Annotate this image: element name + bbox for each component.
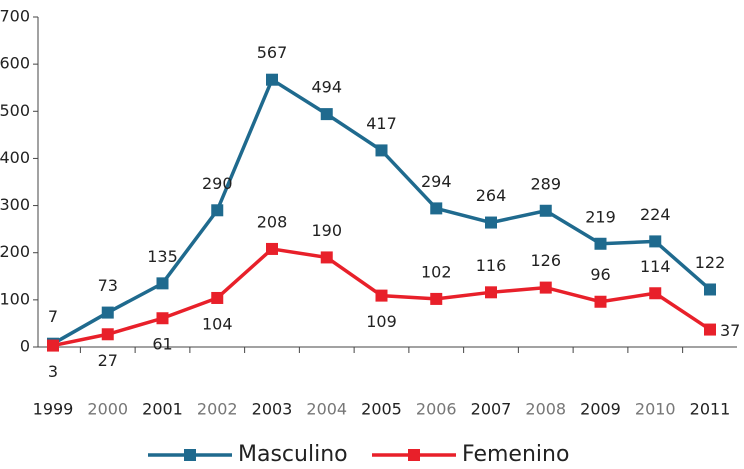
point-marker [211,204,224,217]
point-marker [101,328,114,341]
point-marker [266,242,278,255]
x-tick-label: 2010 [635,400,676,419]
data-label: 417 [366,114,397,133]
point-marker [375,289,388,302]
point-marker [156,312,169,325]
data-label: 224 [640,205,671,224]
x-tick-label: 2005 [361,400,402,419]
x-tick-label: 2007 [471,400,512,419]
legend-text: Masculino [238,442,348,467]
data-label: 3 [48,362,58,381]
data-label: 294 [421,172,452,191]
x-tick-label: 2001 [142,400,183,419]
y-tick-label: 300 [0,195,30,214]
legend-marker [408,449,420,461]
point-marker [47,339,59,352]
x-tick-label: 2004 [306,400,347,419]
data-label: 567 [257,43,288,62]
data-label: 135 [147,247,178,266]
data-label: 290 [202,174,233,193]
point-marker [320,251,333,264]
point-marker [649,287,662,300]
y-tick-label: 200 [0,242,30,261]
legend-text: Femenino [462,442,569,467]
y-tick-label: 500 [0,101,30,120]
data-label: 126 [530,251,561,270]
data-label: 122 [695,253,726,272]
data-label: 96 [590,265,610,284]
data-label: 208 [257,212,288,231]
data-label: 102 [421,262,452,281]
y-tick-label: 400 [0,148,30,167]
data-label: 27 [98,351,118,370]
x-tick-label: 1999 [33,400,74,419]
data-label: 61 [152,335,172,354]
x-tick-label: 2002 [197,400,238,419]
point-marker [375,144,388,157]
data-label: 219 [585,207,616,226]
data-label: 104 [202,314,233,333]
point-marker [704,283,716,296]
point-marker [211,291,224,304]
x-tick-label: 2003 [252,400,293,419]
data-label: 264 [476,186,507,205]
point-marker [430,292,443,305]
point-marker [156,277,169,290]
point-marker [594,237,607,250]
x-tick-label: 2000 [87,400,128,419]
point-marker [649,235,662,248]
point-marker [430,202,443,215]
point-marker [594,295,607,308]
data-label: 114 [640,257,671,276]
x-tick-label: 2008 [525,400,566,419]
data-label: 109 [366,312,397,331]
point-marker [704,323,716,336]
y-tick-label: 600 [0,54,30,73]
point-marker [485,216,497,229]
y-tick-label: 100 [0,289,30,308]
point-marker [320,108,333,121]
x-tick-label: 2011 [690,400,731,419]
data-label: 494 [311,78,342,97]
point-marker [101,306,114,319]
x-tick-label: 2009 [580,400,621,419]
point-marker [266,73,278,86]
y-tick-label: 700 [0,7,30,26]
point-marker [539,204,552,217]
data-label: 37 [720,321,740,340]
point-marker [485,286,497,299]
data-label: 289 [530,174,561,193]
point-marker [539,281,552,294]
x-tick-label: 2006 [416,400,457,419]
data-label: 73 [98,276,118,295]
y-tick-label: 0 [20,337,30,356]
data-label: 7 [48,307,58,326]
data-label: 190 [311,221,342,240]
data-label: 116 [476,256,507,275]
legend-marker [184,449,196,461]
